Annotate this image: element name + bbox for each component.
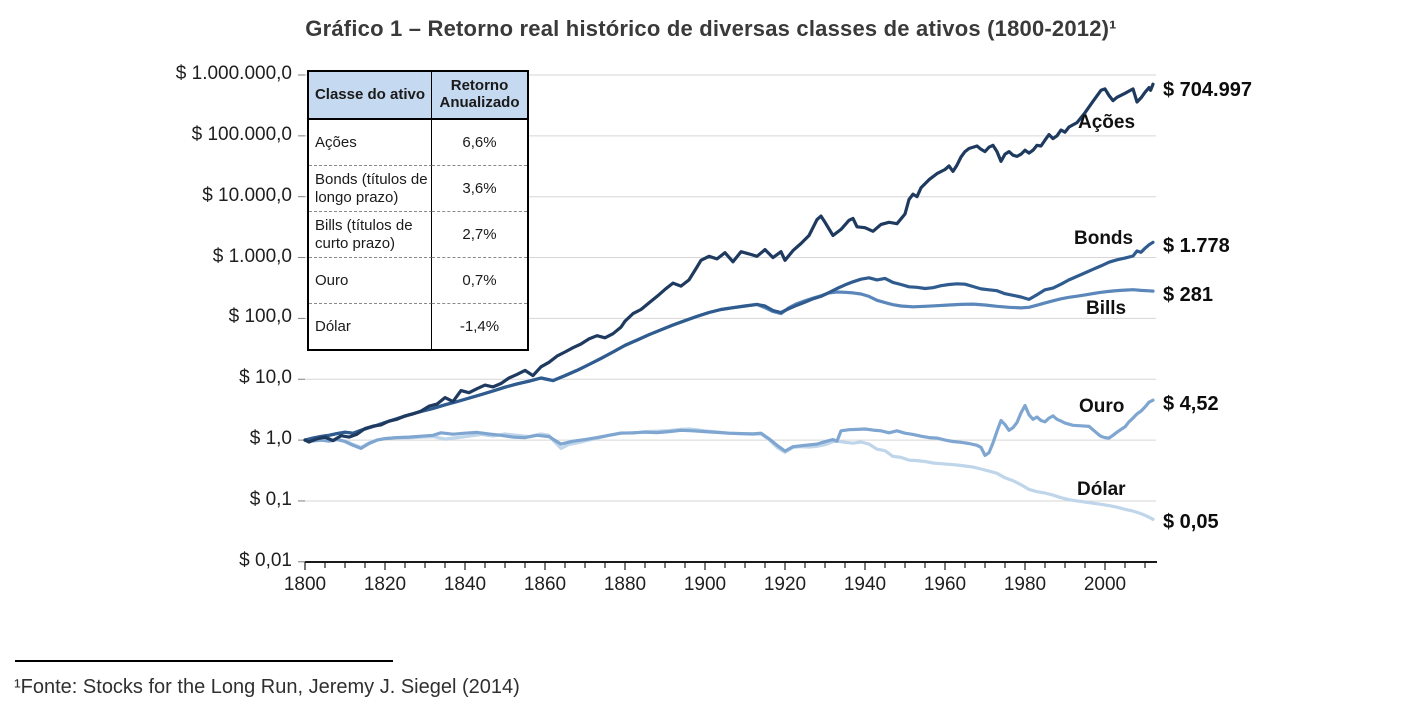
legend-row-value: -1,4% [432, 303, 527, 349]
legend-header-annualized-return: Retorno Anualizado [432, 72, 527, 120]
footnote-text: ¹Fonte: Stocks for the Long Run, Jeremy … [14, 676, 520, 698]
chart-canvas [298, 74, 1157, 570]
legend-table: Classe do ativo Retorno Anualizado Ações… [307, 70, 529, 351]
legend-row-value: 0,7% [432, 257, 527, 303]
series-line-acoes [303, 82, 1155, 444]
series-line-bonds [303, 240, 1155, 442]
legend-row-label: Ações [309, 120, 432, 165]
footnote-rule [15, 660, 393, 662]
legend-row-value: 6,6% [462, 134, 497, 151]
legend-row-label: Ouro [309, 257, 432, 303]
series-line-ouro [303, 398, 1155, 457]
legend-row-value: 2,7% [432, 211, 527, 257]
legend-row-label: Bills (títulos de curto prazo) [309, 211, 432, 257]
legend-row-value: 3,6% [432, 165, 527, 211]
legend-header-asset-class: Classe do ativo [309, 72, 432, 120]
series-line-dolar [303, 427, 1155, 521]
legend-row-label: Dólar [309, 303, 432, 349]
legend-row-label: Bonds (títulos de longo prazo) [309, 165, 432, 211]
chart-title: Gráfico 1 – Retorno real histórico de di… [305, 16, 1117, 41]
